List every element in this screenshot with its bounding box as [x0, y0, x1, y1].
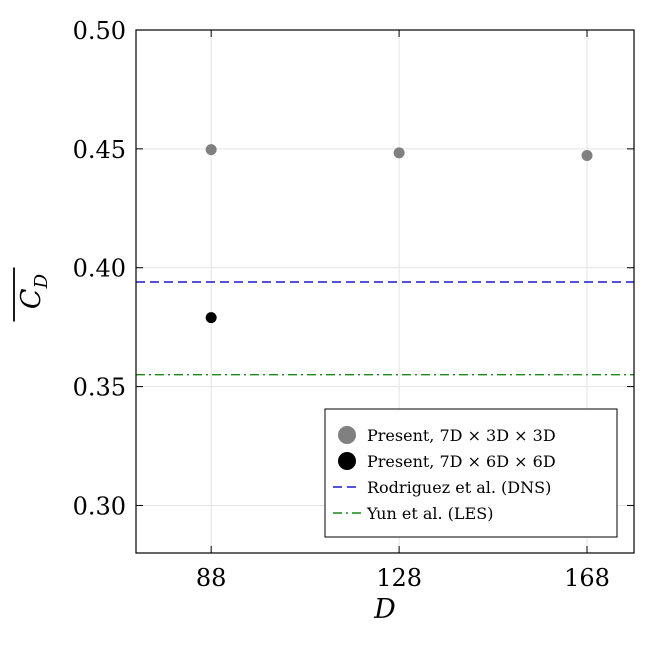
legend-marker-key	[338, 426, 356, 444]
legend-entry-label: Present, 7D × 3D × 3D	[367, 426, 556, 445]
y-tick-label: 0.35	[73, 374, 126, 402]
y-axis-label: CD	[13, 267, 52, 322]
x-axis-label: D	[373, 594, 396, 625]
plot-frame	[135, 29, 635, 554]
reference-lines	[136, 281, 634, 376]
data-point	[581, 150, 593, 162]
data-point	[205, 312, 217, 324]
legend-entry-label: Rodriguez et al. (DNS)	[367, 478, 551, 497]
y-tick-labels: 0.30 0.35 0.40 0.45 0.50	[73, 17, 126, 520]
x-tick-label: 128	[376, 564, 422, 592]
legend-entry-label: Yun et al. (LES)	[366, 504, 493, 523]
legend-entry-label: Present, 7D × 6D × 6D	[367, 452, 556, 471]
legend-box	[324, 408, 618, 538]
y-tick-label: 0.40	[73, 255, 126, 283]
data-point	[205, 144, 217, 156]
y-axis-label-main: C	[16, 288, 47, 309]
grid	[136, 29, 634, 553]
data-point	[393, 147, 405, 159]
axis-ticks	[136, 29, 634, 553]
x-tick-label: 88	[196, 564, 227, 592]
y-tick-label: 0.45	[73, 136, 126, 164]
x-tick-labels: 88 128 168	[196, 564, 610, 592]
y-tick-label: 0.50	[73, 17, 126, 45]
y-axis-label-text: CD	[16, 273, 52, 309]
data-points	[205, 144, 593, 324]
y-axis-label-subscript: D	[31, 273, 52, 289]
y-tick-label: 0.30	[73, 492, 126, 520]
legend-marker-key	[338, 452, 356, 470]
legend: Present, 7D × 3D × 3D Present, 7D × 6D × …	[324, 408, 618, 538]
x-tick-label: 168	[564, 564, 610, 592]
